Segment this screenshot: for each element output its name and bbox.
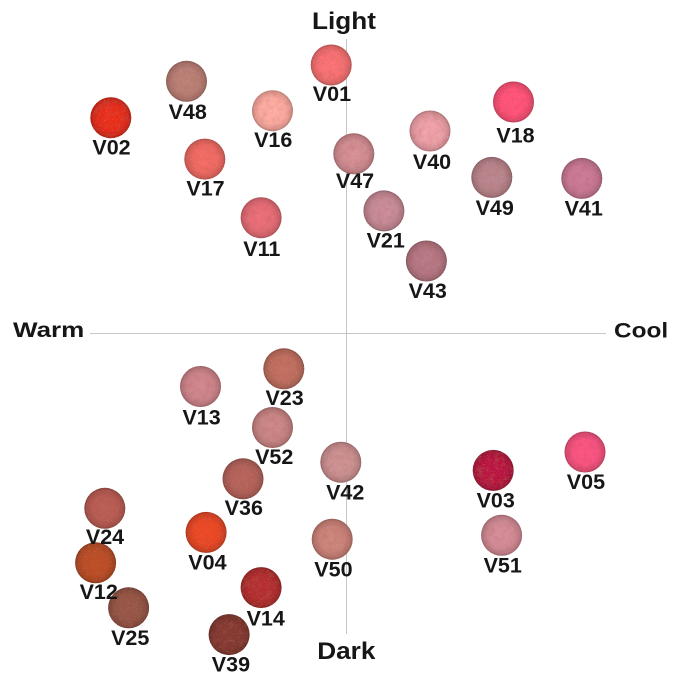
svg-text:Cool: Cool	[614, 318, 668, 342]
svg-text:V17: V17	[186, 176, 224, 200]
svg-text:V03: V03	[477, 488, 515, 512]
svg-text:V14: V14	[247, 606, 285, 630]
svg-text:V02: V02	[92, 135, 130, 159]
svg-text:Dark: Dark	[317, 638, 375, 665]
svg-text:Light: Light	[312, 8, 377, 35]
svg-text:V39: V39	[212, 652, 250, 676]
svg-text:Warm: Warm	[13, 318, 84, 342]
svg-text:V21: V21	[367, 229, 405, 253]
svg-text:V43: V43	[409, 279, 447, 303]
svg-text:V36: V36	[225, 496, 263, 520]
svg-text:V11: V11	[243, 237, 280, 261]
svg-text:V18: V18	[496, 124, 534, 148]
svg-text:V50: V50	[314, 557, 352, 581]
svg-text:V47: V47	[336, 169, 374, 193]
svg-text:V41: V41	[565, 197, 603, 221]
svg-text:V52: V52	[255, 445, 293, 469]
svg-text:V42: V42	[326, 481, 364, 505]
svg-text:V16: V16	[254, 128, 292, 152]
svg-text:V51: V51	[484, 554, 522, 578]
svg-text:V13: V13	[182, 405, 220, 429]
svg-text:V01: V01	[313, 82, 351, 106]
svg-text:V04: V04	[188, 551, 226, 575]
svg-text:V12: V12	[80, 580, 118, 604]
svg-text:V23: V23	[265, 386, 303, 410]
svg-text:V25: V25	[111, 626, 149, 650]
svg-text:V49: V49	[476, 196, 514, 220]
svg-text:V24: V24	[86, 525, 124, 549]
svg-text:V48: V48	[169, 100, 207, 124]
svg-text:V40: V40	[413, 150, 451, 174]
svg-text:V05: V05	[567, 470, 605, 494]
